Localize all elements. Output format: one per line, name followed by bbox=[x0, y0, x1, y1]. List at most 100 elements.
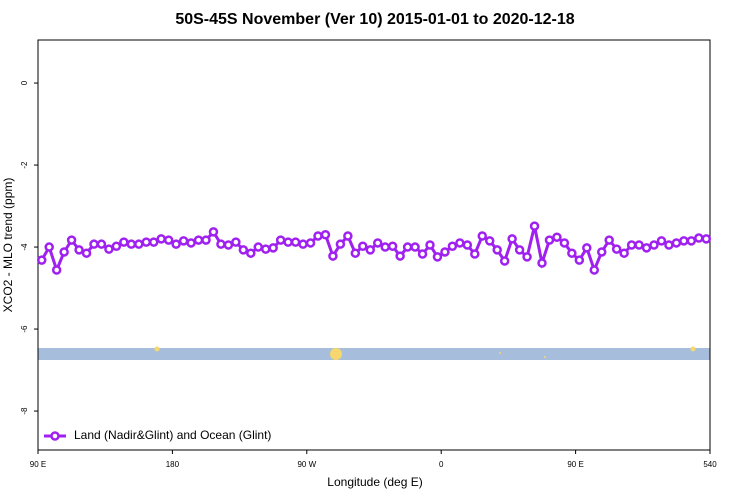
data-point bbox=[246, 248, 256, 258]
data-point bbox=[156, 234, 166, 244]
chart-title: 50S-45S November (Ver 10) 2015-01-01 to … bbox=[175, 11, 574, 28]
x-tick-label: 540 bbox=[703, 460, 717, 469]
data-point bbox=[514, 245, 525, 255]
data-point bbox=[507, 234, 517, 244]
data-point bbox=[455, 238, 465, 248]
data-point bbox=[529, 221, 540, 231]
y-tick-label: -6 bbox=[20, 325, 29, 333]
y-axis-label: XCO2 - MLO trend (ppm) bbox=[1, 178, 15, 313]
data-point bbox=[320, 230, 331, 240]
data-point bbox=[313, 231, 323, 241]
x-tick-label: 90 W bbox=[297, 460, 316, 469]
data-point bbox=[492, 245, 502, 255]
glint-spot bbox=[690, 346, 696, 352]
y-tick-label: -8 bbox=[20, 407, 29, 415]
data-point bbox=[96, 239, 107, 249]
legend-marker bbox=[50, 431, 60, 441]
glint-spot bbox=[330, 348, 342, 360]
data-point bbox=[163, 235, 174, 245]
data-point bbox=[186, 238, 196, 248]
data-point bbox=[380, 242, 390, 252]
data-point bbox=[522, 252, 532, 262]
data-point bbox=[148, 237, 159, 247]
data-point bbox=[432, 252, 443, 262]
glint-spot bbox=[544, 356, 546, 358]
data-point bbox=[694, 233, 704, 243]
data-point bbox=[253, 242, 264, 252]
data-point bbox=[544, 235, 555, 245]
data-point bbox=[141, 237, 152, 247]
data-point bbox=[656, 236, 667, 246]
data-point bbox=[686, 236, 697, 246]
data-point bbox=[425, 240, 435, 250]
surface-band bbox=[38, 348, 710, 360]
data-point bbox=[417, 249, 428, 259]
data-point bbox=[290, 237, 301, 247]
data-point bbox=[604, 235, 614, 245]
data-point bbox=[126, 239, 137, 249]
data-point bbox=[470, 249, 480, 259]
x-tick-label: 0 bbox=[439, 460, 444, 469]
data-point bbox=[440, 247, 450, 257]
data-point bbox=[387, 241, 398, 251]
glint-spot bbox=[154, 346, 160, 352]
data-point bbox=[268, 243, 278, 253]
data-point bbox=[305, 238, 316, 248]
data-point bbox=[596, 247, 607, 257]
data-point bbox=[559, 238, 570, 248]
data-point bbox=[328, 251, 338, 261]
data-point bbox=[574, 255, 585, 265]
data-point bbox=[104, 244, 114, 254]
data-point bbox=[343, 231, 353, 241]
data-point bbox=[641, 243, 652, 253]
data-point bbox=[395, 251, 405, 261]
data-point bbox=[611, 244, 622, 254]
data-point bbox=[552, 232, 562, 242]
data-point bbox=[119, 237, 129, 247]
data-point bbox=[582, 243, 592, 253]
plot-frame bbox=[37, 39, 711, 451]
data-point bbox=[664, 240, 674, 250]
data-point bbox=[649, 240, 659, 250]
data-point bbox=[171, 239, 181, 249]
x-tick-label: 90 E bbox=[567, 460, 583, 469]
data-point bbox=[626, 240, 637, 250]
data-point bbox=[201, 235, 211, 245]
y-tick-label: -2 bbox=[20, 161, 29, 169]
data-point bbox=[634, 240, 644, 250]
x-tick-label: 180 bbox=[166, 460, 180, 469]
data-point bbox=[447, 241, 458, 251]
data-point bbox=[283, 237, 293, 247]
y-tick-label: 0 bbox=[20, 80, 29, 85]
data-point bbox=[298, 239, 308, 249]
glint-spot bbox=[499, 352, 501, 354]
data-point bbox=[589, 265, 600, 275]
data-point bbox=[193, 235, 204, 245]
data-point bbox=[372, 238, 383, 248]
data-point bbox=[216, 239, 226, 249]
data-point bbox=[111, 241, 122, 251]
data-point bbox=[410, 242, 420, 252]
data-point bbox=[365, 245, 376, 255]
data-point bbox=[462, 240, 473, 250]
data-point bbox=[402, 242, 413, 252]
data-point bbox=[223, 240, 234, 250]
data-point bbox=[701, 234, 712, 244]
data-point bbox=[484, 236, 495, 246]
data-point bbox=[134, 239, 144, 249]
data-point bbox=[238, 245, 249, 255]
data-point bbox=[671, 238, 682, 248]
data-point bbox=[81, 248, 92, 258]
legend-label: Land (Nadir&Glint) and Ocean (Glint) bbox=[74, 428, 271, 442]
data-point bbox=[537, 258, 547, 268]
data-point bbox=[66, 235, 77, 245]
data-point bbox=[59, 247, 69, 257]
data-point bbox=[260, 244, 271, 254]
data-point bbox=[178, 236, 189, 246]
y-tick-label: -4 bbox=[20, 243, 29, 251]
data-point bbox=[358, 241, 368, 251]
data-point bbox=[619, 248, 629, 258]
data-point bbox=[51, 265, 62, 275]
data-point bbox=[499, 256, 510, 266]
data-point bbox=[275, 235, 286, 245]
